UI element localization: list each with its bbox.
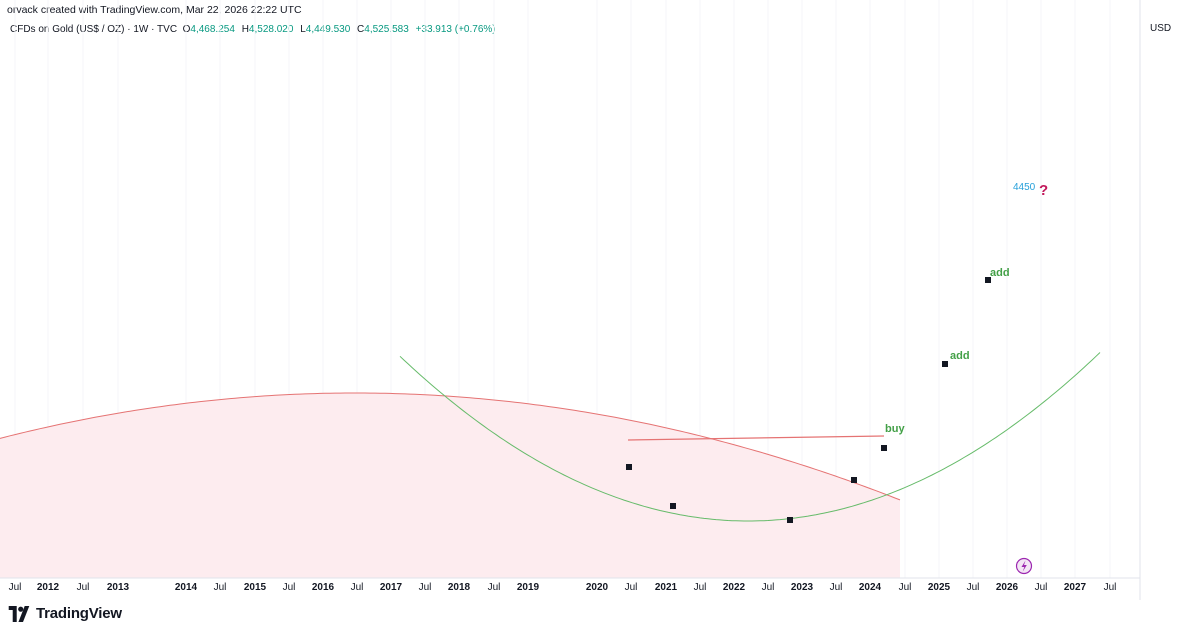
y-axis: 6,750.0006,350.0005,950.0005,550.0005,15… <box>1139 0 1171 600</box>
x-tick-label: 2014 <box>175 582 198 593</box>
annotation-add: add <box>990 267 1010 279</box>
x-tick-label: 2015 <box>244 582 267 593</box>
high-value: 4,528.020 <box>248 24 294 35</box>
tradingview-brand[interactable]: TradingView <box>8 605 122 622</box>
x-tick-label: 2017 <box>380 582 403 593</box>
open-label: O <box>182 24 191 35</box>
x-tick-label: 2024 <box>859 582 882 593</box>
pivot-marker <box>787 517 793 523</box>
x-tick-label: Jul <box>625 582 638 593</box>
attribution-text: orvack created with TradingView.com, Mar… <box>7 4 302 16</box>
x-tick-label: 2023 <box>791 582 814 593</box>
red-arc-curve <box>0 392 901 501</box>
x-tick-label: Jul <box>9 582 22 593</box>
x-tick-label: 2012 <box>37 582 60 593</box>
low-label: L <box>300 24 306 35</box>
x-tick-label: Jul <box>351 582 364 593</box>
pivot-markers <box>626 277 991 523</box>
annotations: buy add add 4450? <box>885 182 1048 435</box>
x-tick-label: 2018 <box>448 582 471 593</box>
x-tick-label: Jul <box>967 582 980 593</box>
pivot-marker <box>985 277 991 283</box>
annotation-add: add <box>950 350 970 362</box>
annotation-buy: buy <box>885 423 905 435</box>
x-tick-label: Jul <box>1035 582 1048 593</box>
x-axis: Jul 2012 Jul 2013 2014 Jul 2015 Jul 2016 Jul 2017 J… <box>0 577 1140 593</box>
x-tick-label: Jul <box>77 582 90 593</box>
level-4450-label: 4450 <box>1013 182 1036 193</box>
pivot-marker <box>851 477 857 483</box>
red-arc-fill <box>0 393 900 578</box>
x-tick-label: 2016 <box>312 582 335 593</box>
pivot-marker <box>626 464 632 470</box>
resistance-line <box>627 435 885 441</box>
pivot-marker <box>942 361 948 367</box>
x-tick-label: Jul <box>214 582 227 593</box>
low-value: 4,449.530 <box>305 24 351 35</box>
x-tick-label: Jul <box>419 582 432 593</box>
x-tick-label: Jul <box>694 582 707 593</box>
x-tick-label: 2020 <box>586 582 609 593</box>
pivot-marker <box>881 445 887 451</box>
x-tick-label: 2026 <box>996 582 1019 593</box>
close-label: C <box>357 24 365 35</box>
x-tick-label: Jul <box>488 582 501 593</box>
x-tick-label: 2025 <box>928 582 951 593</box>
brand-name: TradingView <box>36 605 122 622</box>
tradingview-logo-icon <box>8 605 30 622</box>
x-tick-label: 2022 <box>723 582 746 593</box>
x-tick-label: Jul <box>762 582 775 593</box>
change-value: +33.913 (+0.76%) <box>415 24 496 35</box>
symbol-name: CFDs on Gold (US$ / OZ) · 1W · TVC <box>10 24 178 35</box>
currency-label: USD <box>1150 23 1171 34</box>
close-value: 4,525.583 <box>364 24 409 35</box>
x-tick-label: Jul <box>283 582 296 593</box>
open-value: 4,468.254 <box>190 24 235 35</box>
x-tick-label: 2021 <box>655 582 678 593</box>
x-tick-label: 2019 <box>517 582 540 593</box>
x-tick-label: Jul <box>1104 582 1117 593</box>
green-parabola-curve <box>399 352 1101 522</box>
x-tick-label: 2013 <box>107 582 130 593</box>
plot-area: buy add add 4450? <box>0 182 1101 578</box>
x-tick-label: Jul <box>899 582 912 593</box>
pivot-marker <box>670 503 676 509</box>
x-tick-label: Jul <box>830 582 843 593</box>
bolt-icon[interactable] <box>1015 557 1033 575</box>
x-tick-label: 2027 <box>1064 582 1087 593</box>
high-label: H <box>241 24 249 35</box>
symbol-legend: CFDs on Gold (US$ / OZ) · 1W · TVC O4,46… <box>10 24 496 35</box>
question-mark-annotation: ? <box>1039 182 1048 199</box>
